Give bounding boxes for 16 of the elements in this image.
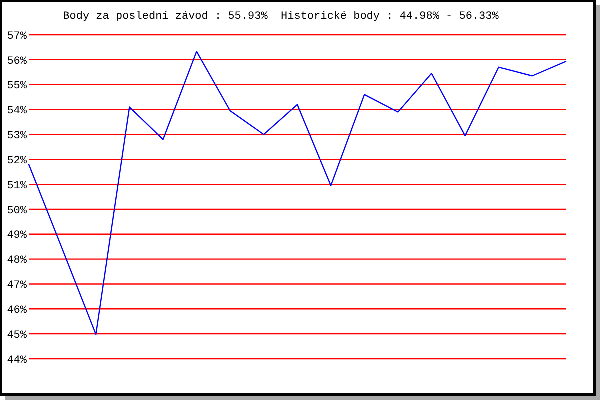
- y-tick-label: 46%: [7, 305, 28, 318]
- y-tick-label: 47%: [7, 280, 28, 292]
- y-tick-label: 50%: [7, 205, 28, 218]
- y-tick-label: 51%: [7, 180, 28, 192]
- y-tick-label: 45%: [7, 330, 28, 342]
- y-tick-label: 44%: [7, 354, 28, 367]
- y-tick-label: 54%: [7, 106, 28, 118]
- chart-title: Body za poslední závod : 55.93% Historické body : 44.98% - 56.33%: [63, 11, 500, 23]
- y-tick-label: 55%: [7, 80, 28, 93]
- y-tick-label: 56%: [7, 56, 28, 68]
- y-tick-label: 49%: [7, 230, 28, 242]
- y-tick-label: 48%: [7, 255, 28, 268]
- line-series: [28, 51, 567, 336]
- y-tick-label: 57%: [7, 30, 28, 43]
- y-tick-label: 53%: [7, 130, 28, 143]
- y-tick-label: 52%: [7, 155, 28, 168]
